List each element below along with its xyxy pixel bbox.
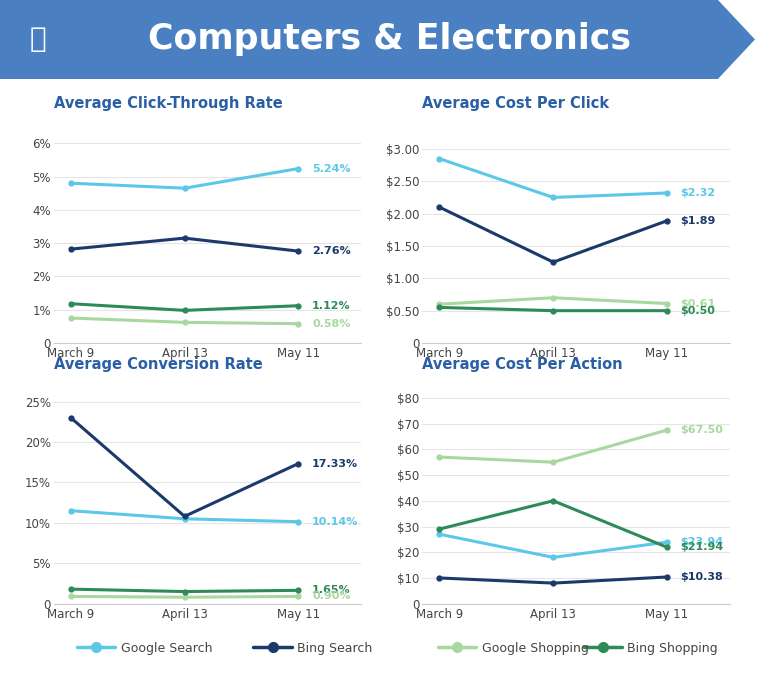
Text: Average Cost Per Click: Average Cost Per Click [422, 96, 610, 111]
Text: Bing Search: Bing Search [297, 642, 372, 654]
Text: 10.14%: 10.14% [312, 517, 359, 527]
Text: 2.76%: 2.76% [312, 246, 351, 256]
Text: 5.24%: 5.24% [312, 163, 351, 174]
Text: 1.12%: 1.12% [312, 300, 351, 311]
Text: $21.94: $21.94 [680, 542, 724, 552]
Text: $0.61: $0.61 [680, 298, 716, 309]
Text: $1.89: $1.89 [680, 216, 716, 226]
Text: Bing Shopping: Bing Shopping [627, 642, 718, 654]
Text: Google Search: Google Search [121, 642, 212, 654]
Text: $0.50: $0.50 [680, 306, 716, 316]
Text: $2.32: $2.32 [680, 188, 716, 198]
Text: 0.58%: 0.58% [312, 319, 350, 329]
Text: $23.94: $23.94 [680, 537, 723, 547]
Text: Average Click-Through Rate: Average Click-Through Rate [54, 96, 283, 111]
Polygon shape [718, 0, 768, 79]
Polygon shape [700, 0, 768, 79]
Text: 17.33%: 17.33% [312, 458, 358, 469]
Text: $10.38: $10.38 [680, 572, 723, 582]
Text: $67.50: $67.50 [680, 425, 723, 435]
Text: Average Conversion Rate: Average Conversion Rate [54, 357, 263, 372]
Text: 1.65%: 1.65% [312, 585, 351, 595]
Text: 0.90%: 0.90% [312, 591, 350, 602]
Text: Google Shopping: Google Shopping [482, 642, 588, 654]
Text: Computers & Electronics: Computers & Electronics [148, 23, 631, 56]
Text: Average Cost Per Action: Average Cost Per Action [422, 357, 623, 372]
Text: 🖥: 🖥 [30, 25, 46, 54]
Polygon shape [0, 0, 720, 79]
